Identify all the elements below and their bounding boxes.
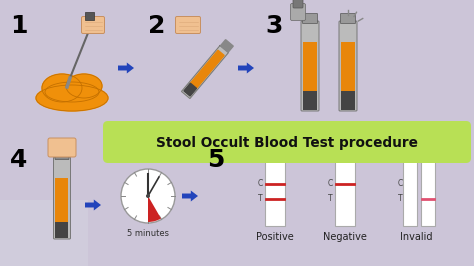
FancyBboxPatch shape — [175, 16, 201, 34]
Bar — [0, 200, 88, 266]
Bar — [265, 158, 285, 226]
Polygon shape — [182, 190, 198, 202]
Text: T: T — [258, 194, 263, 203]
FancyBboxPatch shape — [82, 16, 104, 34]
Polygon shape — [238, 63, 254, 73]
Text: 4: 4 — [10, 148, 27, 172]
Bar — [403, 158, 417, 226]
FancyBboxPatch shape — [54, 157, 71, 239]
Polygon shape — [220, 40, 233, 52]
Text: 3: 3 — [265, 14, 283, 38]
Text: 5 minutes: 5 minutes — [127, 229, 169, 238]
Text: Positive: Positive — [256, 232, 294, 242]
Bar — [341, 91, 355, 110]
Bar — [421, 158, 435, 226]
Bar — [303, 42, 317, 91]
Text: T: T — [398, 194, 402, 203]
Text: C: C — [328, 179, 333, 188]
Circle shape — [146, 194, 150, 198]
Polygon shape — [191, 50, 224, 88]
Text: C: C — [398, 179, 403, 188]
Bar — [303, 91, 317, 110]
Text: Negative: Negative — [323, 232, 367, 242]
FancyBboxPatch shape — [301, 21, 319, 111]
FancyBboxPatch shape — [339, 21, 357, 111]
Bar — [85, 12, 94, 20]
FancyBboxPatch shape — [48, 138, 76, 157]
Ellipse shape — [36, 85, 108, 111]
FancyBboxPatch shape — [55, 149, 69, 160]
Polygon shape — [85, 200, 101, 210]
Text: 2: 2 — [148, 14, 165, 38]
FancyBboxPatch shape — [291, 3, 306, 20]
Text: Stool Occult Blood Test procedure: Stool Occult Blood Test procedure — [156, 136, 418, 150]
Ellipse shape — [42, 74, 82, 102]
FancyBboxPatch shape — [302, 14, 318, 23]
Bar — [335, 158, 355, 226]
Polygon shape — [182, 45, 228, 98]
FancyBboxPatch shape — [103, 121, 471, 163]
FancyBboxPatch shape — [340, 14, 356, 23]
Bar — [55, 178, 69, 222]
Polygon shape — [118, 63, 134, 73]
Bar — [55, 222, 69, 238]
FancyBboxPatch shape — [293, 0, 303, 8]
Polygon shape — [184, 83, 197, 96]
Ellipse shape — [66, 74, 102, 98]
Circle shape — [121, 169, 175, 223]
Text: Invalid: Invalid — [400, 232, 432, 242]
Text: 1: 1 — [10, 14, 27, 38]
Text: C: C — [258, 179, 263, 188]
Text: 5: 5 — [207, 148, 224, 172]
Wedge shape — [148, 196, 161, 222]
Text: T: T — [328, 194, 333, 203]
Ellipse shape — [45, 82, 99, 102]
Bar — [341, 42, 355, 91]
